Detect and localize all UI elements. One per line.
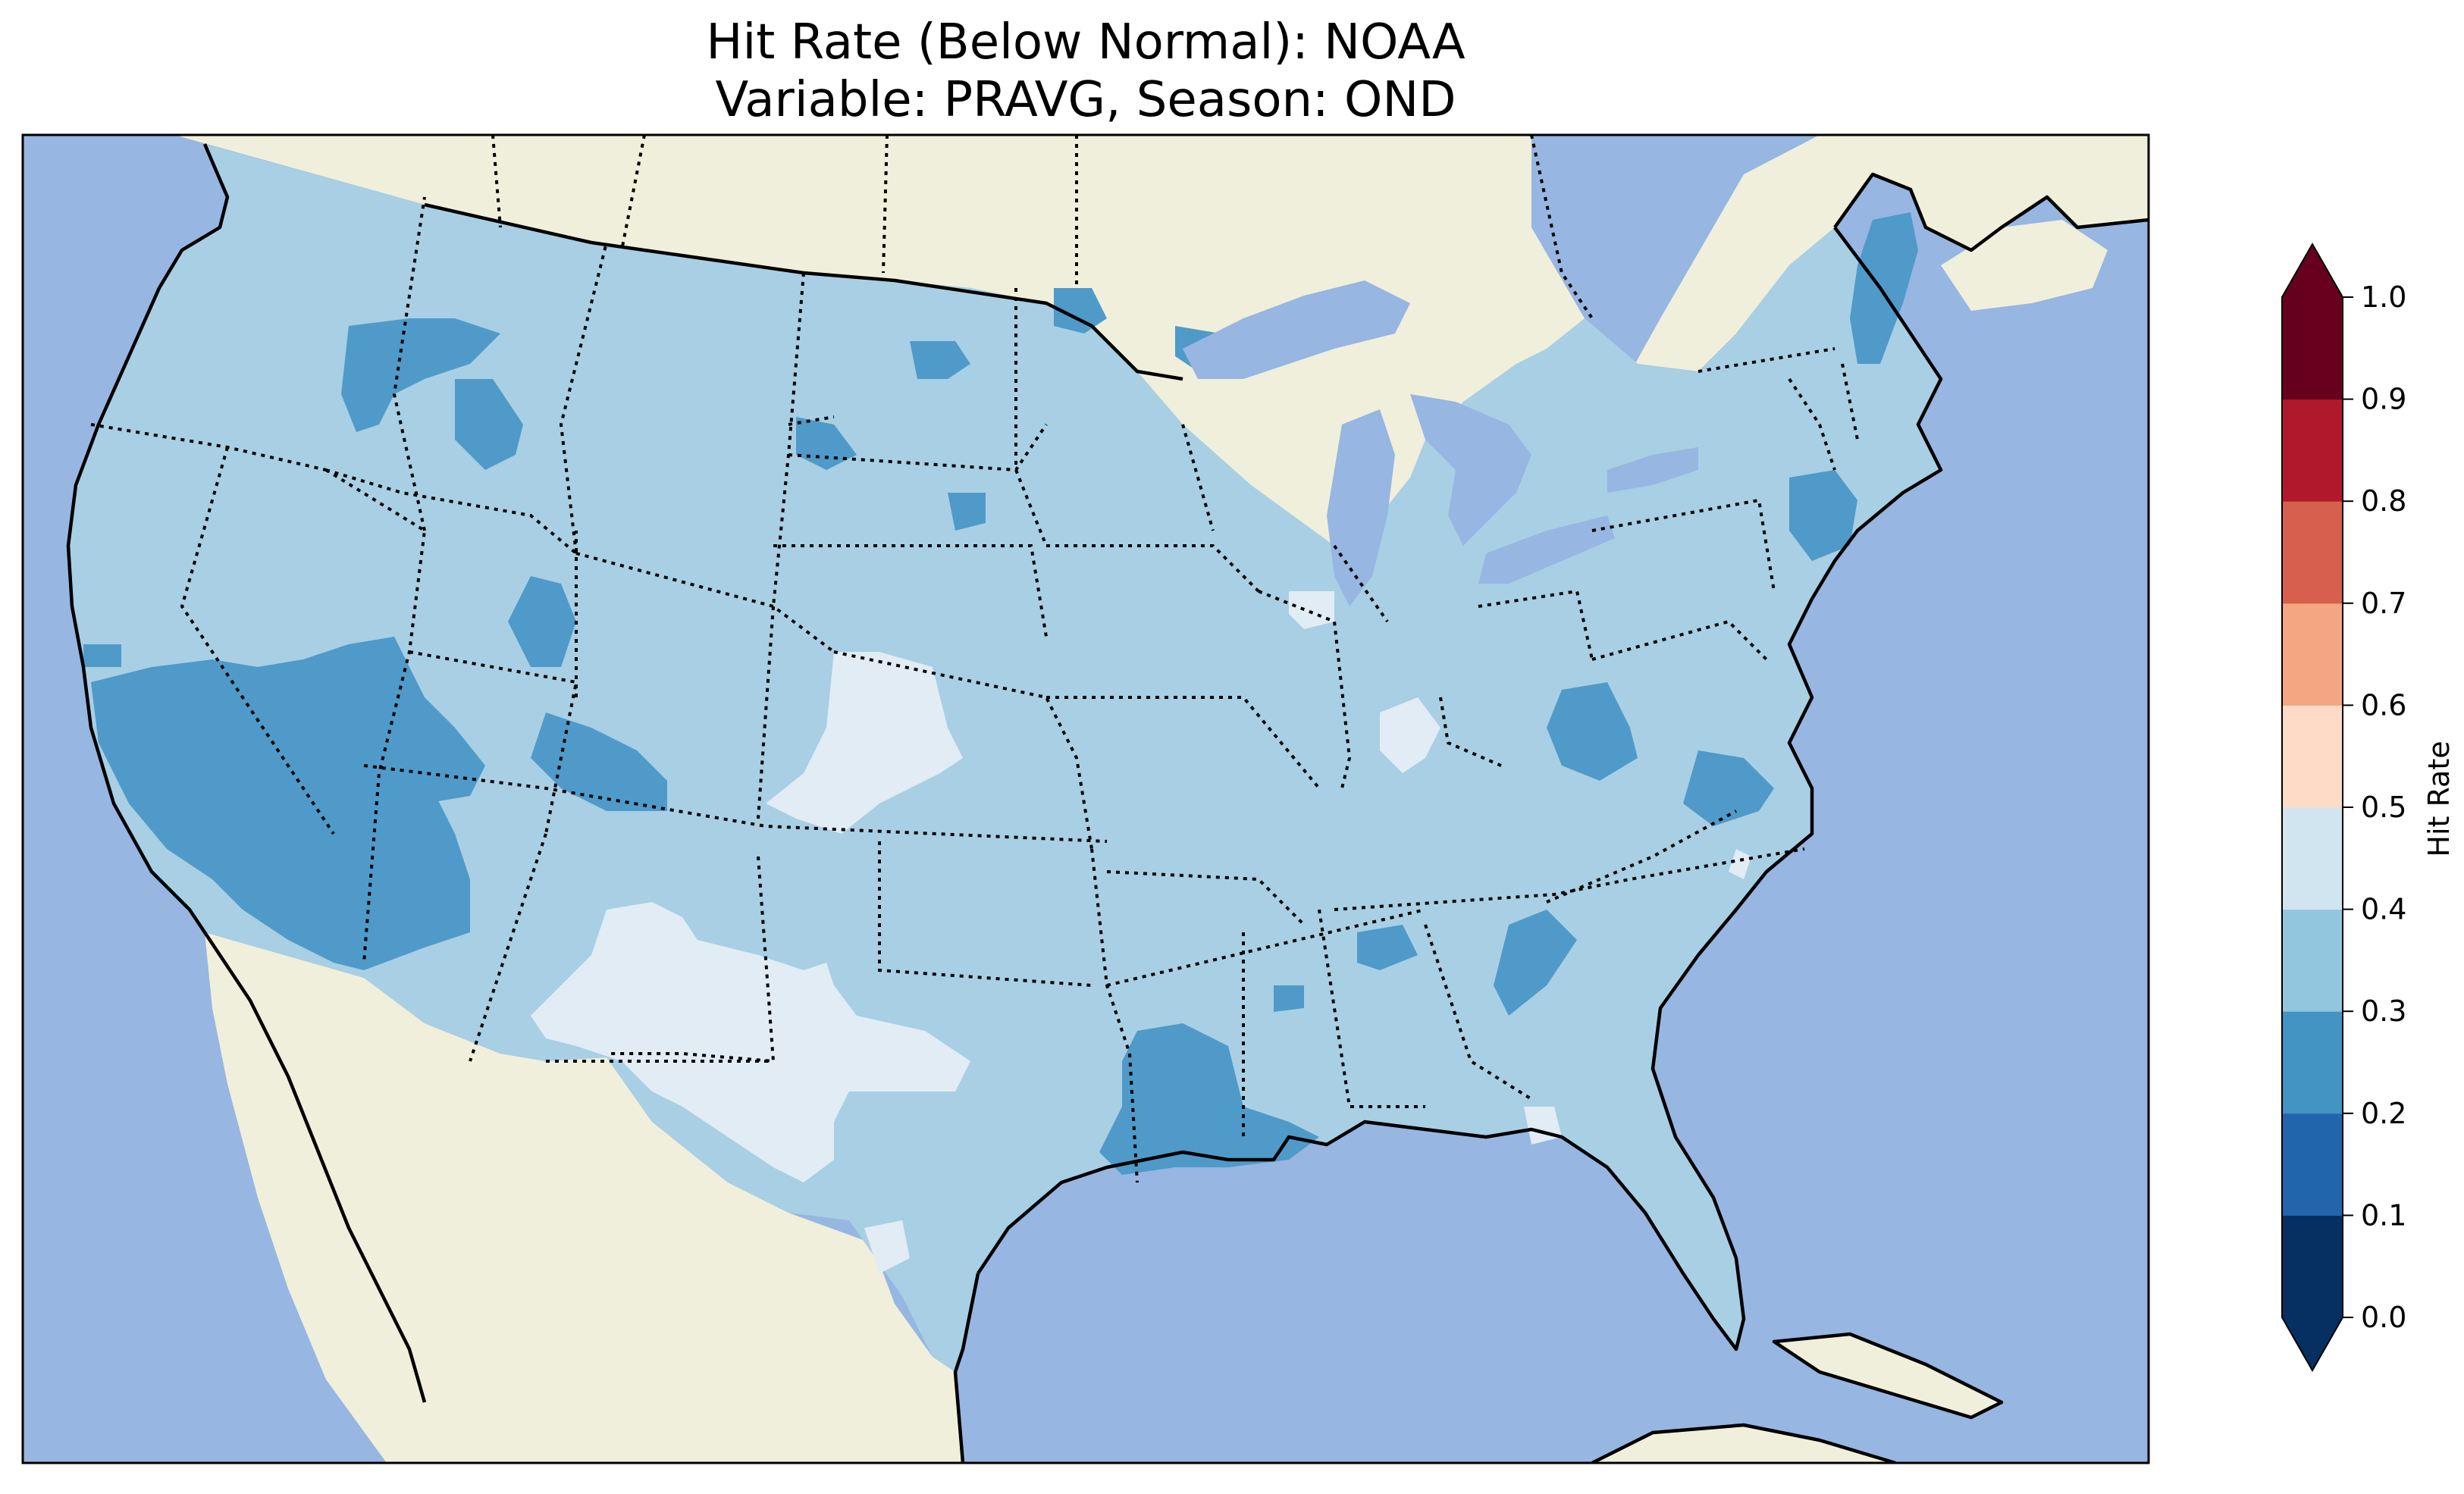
colorbar-tick-label: 0.0 bbox=[2361, 1301, 2406, 1334]
colorbar-tick-label: 0.3 bbox=[2361, 994, 2406, 1028]
class-0.4-0.5-regions bbox=[531, 591, 1751, 1273]
colorbar-tick-label: 0.5 bbox=[2361, 791, 2406, 824]
colorbar-tick-label: 0.6 bbox=[2361, 688, 2406, 722]
coastlines bbox=[66, 143, 2149, 1463]
colorbar-segment bbox=[2282, 1113, 2343, 1216]
colorbar-segment bbox=[2282, 909, 2343, 1012]
colorbar-segment bbox=[2282, 705, 2343, 808]
colorbar: 0.0 0.1 0.2 0.3 0.4 0.5 0.6 0.7 0.8 0.9 1.0 bbox=[2281, 242, 2406, 1373]
colorbar-segment bbox=[2282, 297, 2343, 400]
colorbar-segment bbox=[2282, 1011, 2343, 1114]
colorbar-segment bbox=[2282, 399, 2343, 502]
great-lakes bbox=[1183, 280, 1698, 606]
colorbar-tick-label: 0.8 bbox=[2361, 484, 2406, 518]
colorbar-label: Hit Rate bbox=[2422, 741, 2456, 857]
central-america-land bbox=[1592, 1425, 1895, 1463]
colorbar-extend-max bbox=[2282, 244, 2343, 297]
colorbar-tick-label: 0.7 bbox=[2361, 587, 2406, 620]
colorbar-tick-label: 0.2 bbox=[2361, 1097, 2406, 1130]
colorbar-segment bbox=[2282, 501, 2343, 604]
canada-borders bbox=[491, 135, 1594, 320]
colorbar-tick-label: 1.0 bbox=[2361, 280, 2406, 314]
colorbar-segment bbox=[2282, 1215, 2343, 1318]
chart-title-line2: Variable: PRAVG, Season: OND bbox=[716, 72, 1456, 128]
colorbar-tick-label: 0.4 bbox=[2361, 893, 2406, 926]
chart-title-line1: Hit Rate (Below Normal): NOAA bbox=[706, 14, 1465, 70]
colorbar-segment bbox=[2282, 807, 2343, 910]
map-frame bbox=[21, 133, 2150, 1464]
state-borders bbox=[90, 196, 1859, 1183]
cuba-land bbox=[1774, 1334, 2002, 1417]
colorbar-tick-label: 0.9 bbox=[2361, 383, 2406, 416]
colorbar-extend-min bbox=[2282, 1317, 2343, 1370]
map-area bbox=[23, 135, 2149, 1463]
colorbar-segment bbox=[2282, 603, 2343, 706]
baja-peninsula bbox=[212, 932, 425, 1417]
class-0.2-0.3-regions bbox=[83, 212, 1918, 1175]
colorbar-tick-label: 0.1 bbox=[2361, 1198, 2406, 1232]
canada-land bbox=[174, 135, 2149, 576]
